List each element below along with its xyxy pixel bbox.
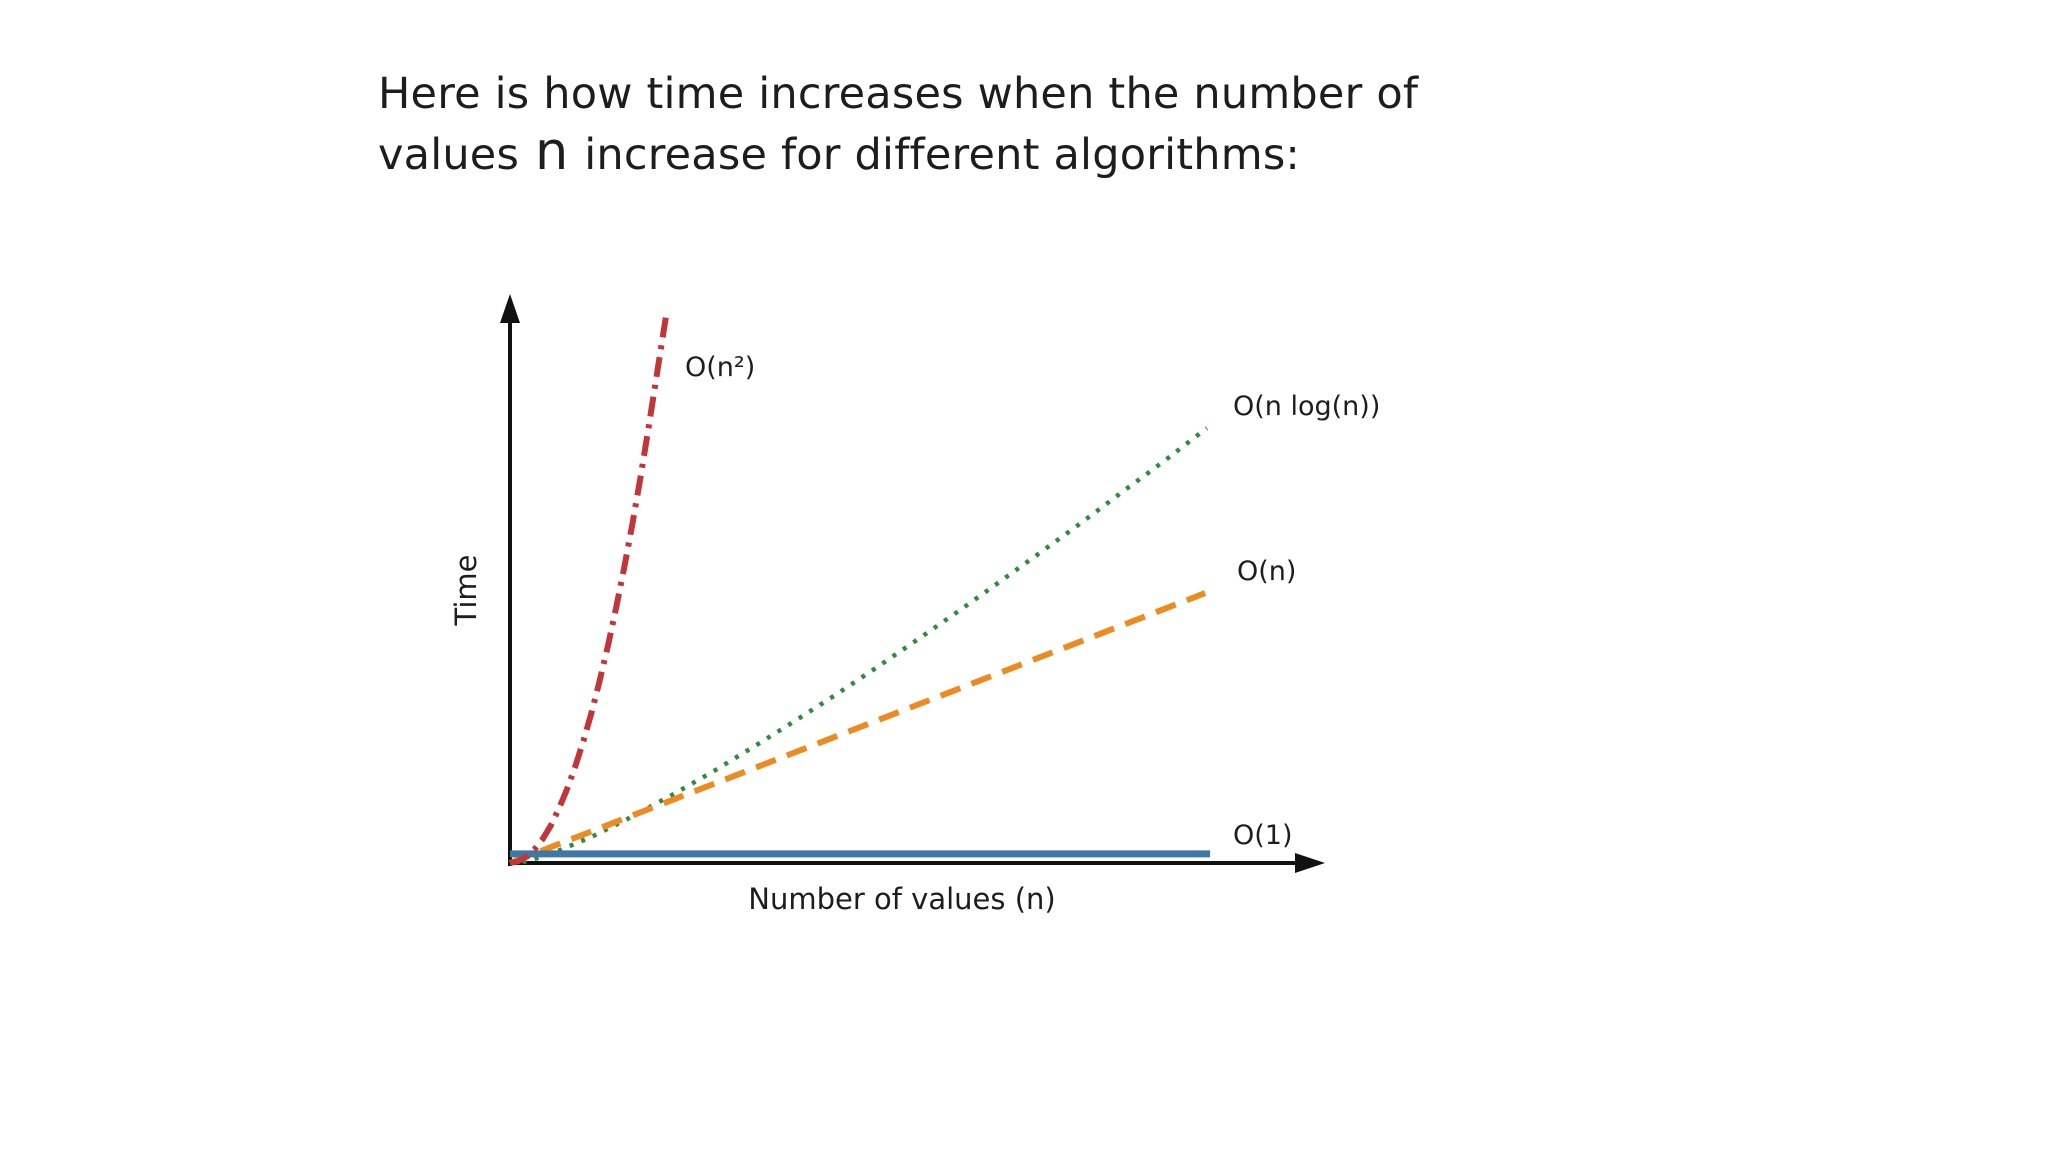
y-axis — [500, 294, 520, 866]
x-axis-arrow-icon — [1295, 853, 1325, 873]
title-line-2: values n increase for different algorith… — [378, 123, 1418, 184]
curve-label-o-n-squared: O(n²) — [685, 352, 756, 383]
curve-o-n — [508, 590, 1207, 866]
page-title: Here is how time increases when the numb… — [378, 66, 1418, 184]
curve-o-n-log-n — [509, 426, 1209, 866]
x-axis-label: Number of values (n) — [748, 882, 1056, 916]
y-axis-label: Time — [449, 554, 483, 626]
curve-o-n-squared — [509, 312, 670, 866]
x-axis — [508, 853, 1325, 873]
title-line-2-prefix: values — [378, 130, 533, 180]
y-axis-arrow-icon — [500, 294, 520, 323]
title-line-1: Here is how time increases when the numb… — [378, 69, 1419, 119]
curve-label-o-n-log-n: O(n log(n)) — [1233, 391, 1381, 422]
curve-label-o-n: O(n) — [1237, 556, 1297, 587]
chart-curves — [508, 312, 1211, 866]
title-line-2-suffix: increase for different algorithms: — [570, 130, 1301, 180]
curve-label-o-1: O(1) — [1233, 820, 1293, 851]
inline-code-n: n — [534, 121, 569, 182]
